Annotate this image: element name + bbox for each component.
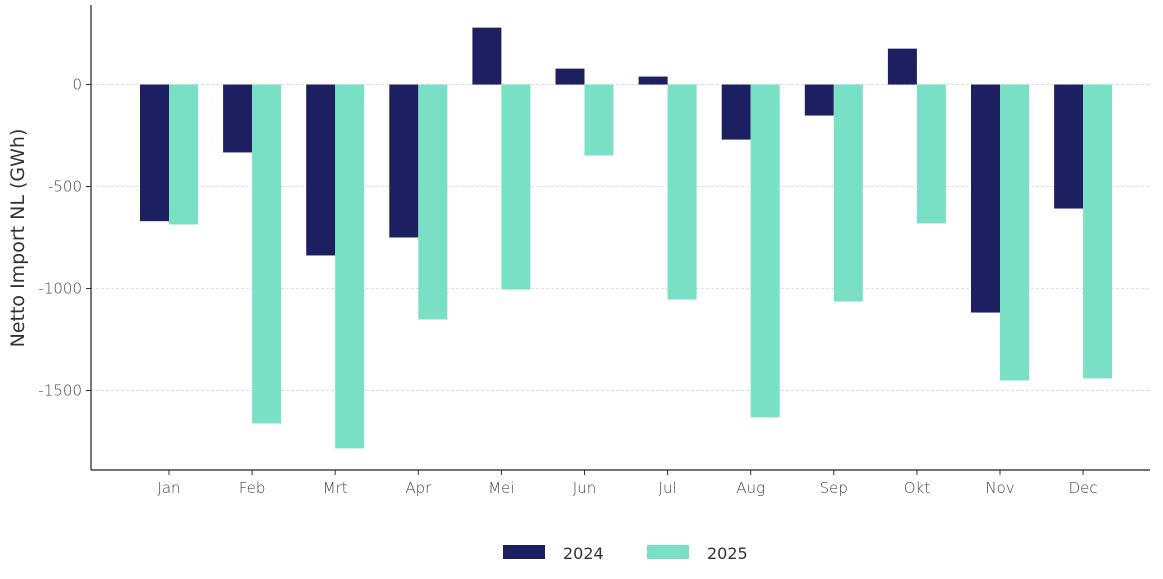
x-tick-label: Mei bbox=[488, 479, 514, 497]
bar-2024-Nov bbox=[971, 84, 1000, 313]
x-tick-label: Aug bbox=[736, 479, 765, 497]
bar-2025-Sep bbox=[833, 84, 863, 302]
bar-2024-Mei bbox=[472, 27, 502, 85]
x-tick-label: Nov bbox=[985, 479, 1014, 497]
legend-swatch-2024 bbox=[503, 545, 545, 559]
bar-2024-Mrt bbox=[306, 84, 336, 256]
x-tick-label: Jul bbox=[659, 479, 677, 497]
bar-2024-Feb bbox=[223, 84, 253, 153]
x-tick-label: Feb bbox=[239, 479, 266, 497]
x-tick-label: Jun bbox=[573, 479, 596, 497]
x-tick-label: Okt bbox=[904, 479, 930, 497]
bar-2024-Jun bbox=[555, 68, 585, 85]
bar-2025-Apr bbox=[418, 84, 448, 320]
x-tick-label: Jan bbox=[157, 479, 180, 497]
x-tick-label: Dec bbox=[1069, 479, 1098, 497]
legend-swatch-2025 bbox=[647, 545, 689, 559]
bar-2024-Jan bbox=[140, 84, 169, 222]
y-tick-label: -1500 bbox=[38, 381, 82, 399]
bar-2025-Feb bbox=[252, 84, 282, 424]
x-tick-label: Sep bbox=[820, 479, 848, 497]
bar-2025-Mei bbox=[501, 84, 531, 290]
bar-2024-Sep bbox=[804, 84, 834, 116]
bar-2025-Nov bbox=[1000, 84, 1029, 381]
bar-2025-Okt bbox=[916, 84, 946, 224]
y-axis-label: Netto Import NL (GWh) bbox=[7, 129, 29, 348]
y-tick-label: -500 bbox=[48, 178, 82, 196]
x-tick-label: Apr bbox=[405, 479, 432, 497]
bar-2025-Mrt bbox=[335, 84, 365, 449]
y-tick-label: -1000 bbox=[38, 279, 82, 297]
bar-2024-Aug bbox=[721, 84, 751, 140]
bar-2025-Jan bbox=[169, 84, 198, 225]
bar-2025-Aug bbox=[750, 84, 780, 418]
bar-2025-Dec bbox=[1083, 84, 1113, 379]
x-tick-label: Mrt bbox=[323, 479, 348, 497]
bar-2024-Dec bbox=[1054, 84, 1084, 209]
bar-2024-Jul bbox=[638, 76, 668, 85]
bar-2025-Jul bbox=[667, 84, 697, 300]
bar-2024-Okt bbox=[887, 48, 917, 85]
y-tick-label: 0 bbox=[72, 76, 82, 94]
legend-label-2024: 2024 bbox=[563, 544, 604, 563]
legend-label-2025: 2025 bbox=[707, 544, 748, 563]
bar-2025-Jun bbox=[584, 84, 614, 156]
bar-2024-Apr bbox=[389, 84, 419, 238]
